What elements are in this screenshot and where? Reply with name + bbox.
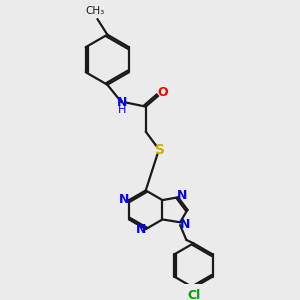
Text: S: S: [155, 143, 165, 158]
Text: N: N: [177, 188, 188, 202]
Text: N: N: [119, 193, 129, 206]
Text: N: N: [179, 218, 190, 231]
Text: H: H: [117, 105, 126, 115]
Text: Cl: Cl: [188, 289, 201, 300]
Text: O: O: [158, 86, 168, 99]
Text: N: N: [116, 96, 127, 110]
Text: N: N: [136, 223, 146, 236]
Text: CH₃: CH₃: [85, 6, 105, 16]
